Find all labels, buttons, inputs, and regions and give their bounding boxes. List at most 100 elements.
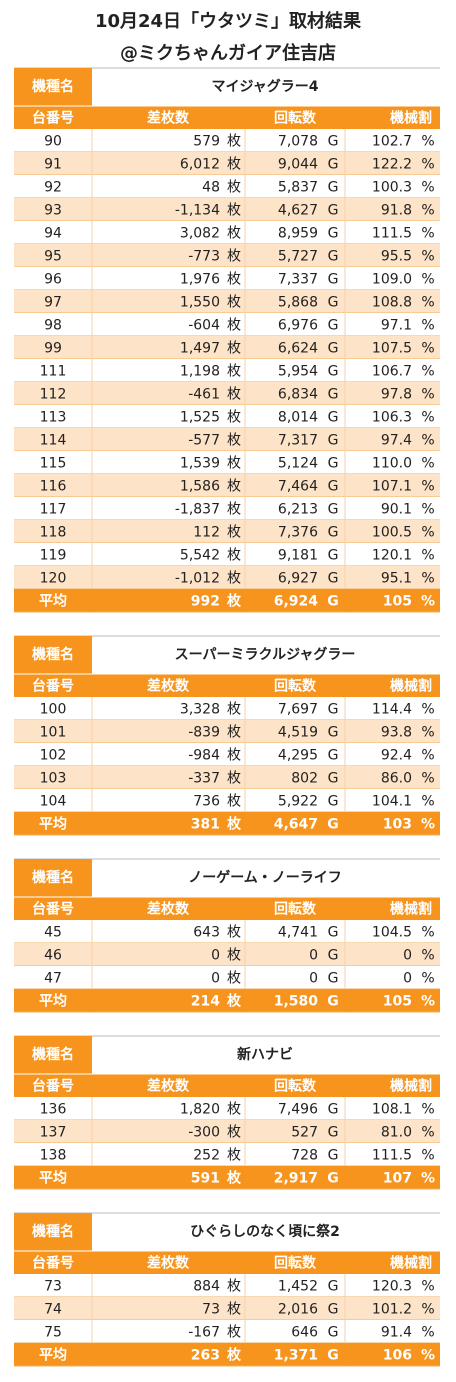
unit: G bbox=[328, 410, 339, 426]
unit: 枚 bbox=[227, 771, 241, 787]
average-row bbox=[14, 1343, 440, 1366]
header-row bbox=[14, 674, 440, 697]
unit: 枚 bbox=[227, 272, 241, 288]
cell: 95 bbox=[44, 249, 62, 265]
data-row bbox=[14, 290, 440, 313]
cell: 9,044 bbox=[278, 157, 318, 173]
cell: 1,580 bbox=[274, 994, 319, 1010]
machine-label: 機種名 bbox=[32, 1223, 74, 1240]
cell: 73 bbox=[202, 1302, 220, 1318]
cell: 120 bbox=[40, 571, 67, 587]
cell: 2,016 bbox=[278, 1302, 318, 1318]
cell: 108.1 bbox=[372, 1102, 412, 1118]
column-header: 機械割 bbox=[390, 901, 432, 918]
unit: G bbox=[328, 1148, 339, 1164]
column-header: 回転数 bbox=[274, 1255, 317, 1272]
cell: 116 bbox=[40, 479, 67, 495]
unit: % bbox=[421, 1171, 435, 1187]
cell: 0 bbox=[309, 971, 318, 987]
machine-name: 新ハナビ bbox=[237, 1046, 293, 1063]
machine-label: 機種名 bbox=[32, 1046, 74, 1063]
cell: 802 bbox=[291, 771, 318, 787]
cell: 75 bbox=[44, 1325, 62, 1341]
cell: 120.1 bbox=[372, 548, 412, 564]
average-row bbox=[14, 1166, 440, 1189]
data-row bbox=[14, 789, 440, 812]
cell: 99 bbox=[44, 341, 62, 357]
cell: 113 bbox=[40, 410, 67, 426]
cell: -604 bbox=[188, 318, 220, 334]
cell: 48 bbox=[202, 180, 220, 196]
unit: 枚 bbox=[227, 387, 241, 403]
unit: % bbox=[421, 387, 434, 403]
unit: % bbox=[421, 994, 435, 1010]
cell: 95.1 bbox=[381, 571, 412, 587]
cell: 111 bbox=[40, 364, 67, 380]
cell: 122.2 bbox=[372, 157, 412, 173]
data-row bbox=[14, 198, 440, 221]
cell: 90.1 bbox=[381, 502, 412, 518]
unit: G bbox=[328, 502, 339, 518]
cell: 5,954 bbox=[278, 364, 318, 380]
cell: 96 bbox=[44, 272, 62, 288]
cell: -984 bbox=[188, 748, 220, 764]
cell: 114 bbox=[40, 433, 67, 449]
cell: 579 bbox=[193, 134, 220, 150]
cell: -839 bbox=[188, 725, 220, 741]
data-row bbox=[14, 743, 440, 766]
unit: 枚 bbox=[227, 364, 241, 380]
average-row bbox=[14, 989, 440, 1012]
cell: 6,624 bbox=[278, 341, 318, 357]
unit: % bbox=[421, 594, 435, 610]
unit: % bbox=[421, 1302, 434, 1318]
cell: 103 bbox=[40, 771, 67, 787]
cell: -337 bbox=[188, 771, 220, 787]
cell: 4,627 bbox=[278, 203, 318, 219]
cell: 81.0 bbox=[381, 1125, 412, 1141]
cell: 3,328 bbox=[180, 702, 220, 718]
unit: 枚 bbox=[227, 816, 242, 833]
data-row bbox=[14, 766, 440, 789]
unit: 枚 bbox=[227, 157, 241, 173]
cell: 74 bbox=[44, 1302, 62, 1318]
column-header: 機械割 bbox=[390, 1255, 432, 1272]
unit: % bbox=[421, 134, 434, 150]
unit: % bbox=[421, 748, 434, 764]
label-cell bbox=[14, 68, 92, 106]
column-header: 台番号 bbox=[32, 901, 74, 918]
cell: -773 bbox=[188, 249, 220, 265]
cell: 728 bbox=[291, 1148, 318, 1164]
cell: 136 bbox=[40, 1102, 67, 1118]
data-row bbox=[14, 175, 440, 198]
unit: G bbox=[328, 525, 339, 541]
cell: 97 bbox=[44, 295, 62, 311]
unit: 枚 bbox=[227, 1325, 241, 1341]
cell: -1,134 bbox=[175, 203, 220, 219]
unit: % bbox=[421, 364, 434, 380]
unit: 枚 bbox=[227, 433, 241, 449]
cell: 6,213 bbox=[278, 502, 318, 518]
cell: 6,924 bbox=[274, 594, 319, 610]
cell: 5,542 bbox=[180, 548, 220, 564]
cell: 103 bbox=[383, 817, 412, 833]
unit: % bbox=[421, 479, 434, 495]
unit: % bbox=[421, 295, 434, 311]
cell: 3,082 bbox=[180, 226, 220, 242]
unit: % bbox=[421, 794, 434, 810]
cell: 591 bbox=[191, 1171, 220, 1187]
data-row bbox=[14, 566, 440, 589]
cell: 7,337 bbox=[278, 272, 318, 288]
column-header: 台番号 bbox=[32, 678, 74, 695]
title: 10月24日「ウタツミ」取材結果 bbox=[95, 10, 362, 32]
cell: 138 bbox=[40, 1148, 67, 1164]
cell: 6,834 bbox=[278, 387, 318, 403]
unit: G bbox=[328, 364, 339, 380]
unit: G bbox=[327, 817, 339, 833]
cell: -167 bbox=[188, 1325, 220, 1341]
machine-label: 機種名 bbox=[32, 646, 74, 663]
cell: 108.8 bbox=[372, 295, 412, 311]
unit: G bbox=[328, 341, 339, 357]
cell: 73 bbox=[44, 1279, 62, 1295]
